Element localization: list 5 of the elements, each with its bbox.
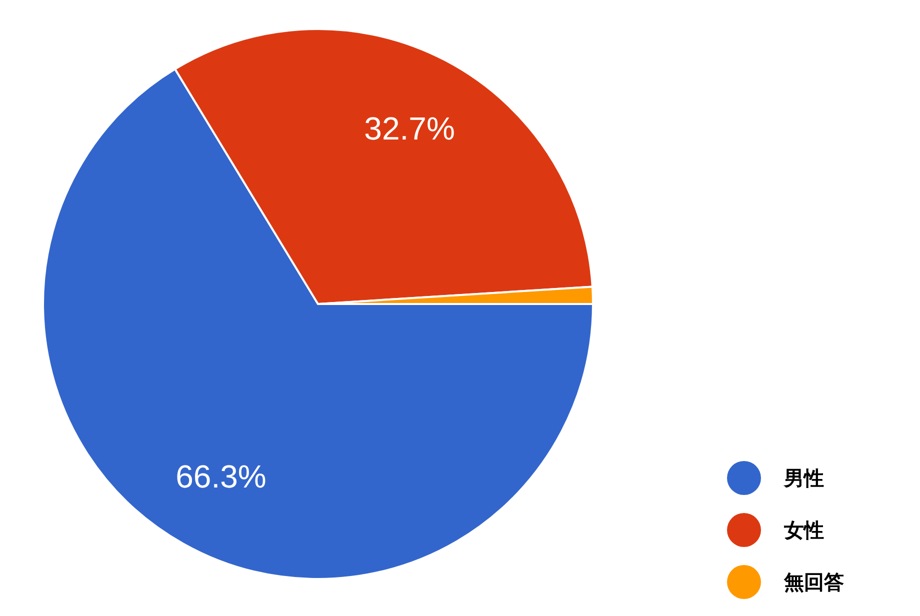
- data-label: 66.3%: [176, 458, 266, 495]
- legend-label: 女性: [783, 520, 824, 542]
- legend-label: 無回答: [783, 572, 844, 594]
- data-label: 32.7%: [364, 110, 455, 146]
- legend-label: 男性: [783, 468, 824, 490]
